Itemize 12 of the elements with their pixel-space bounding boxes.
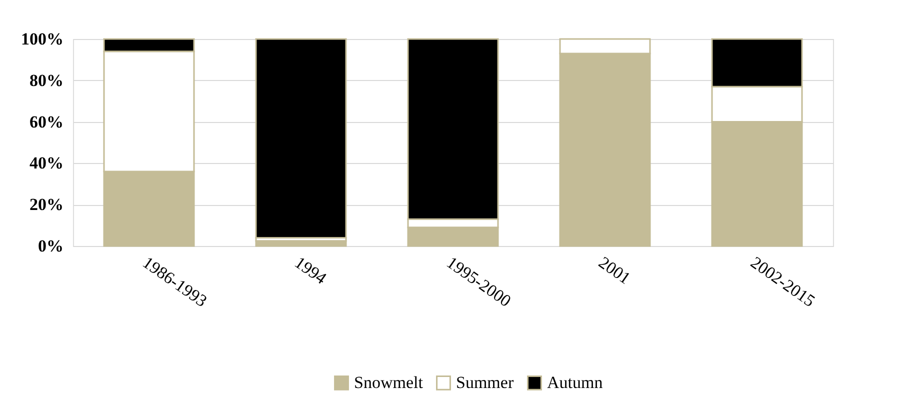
legend-label: Autumn <box>547 372 604 392</box>
y-tick-label: 80% <box>30 70 64 90</box>
x-tick-label: 1994 <box>291 252 330 288</box>
legend-label: Summer <box>456 372 514 392</box>
y-tick-label: 40% <box>30 154 64 173</box>
y-tick-label: 60% <box>30 112 64 132</box>
x-tick-label: 2001 <box>595 252 634 288</box>
y-tick-label: 100% <box>21 30 64 48</box>
bar <box>255 38 347 238</box>
legend-label: Snowmelt <box>354 372 424 392</box>
y-tick-label: 0% <box>38 236 64 256</box>
y-tick-label: 20% <box>30 195 64 214</box>
